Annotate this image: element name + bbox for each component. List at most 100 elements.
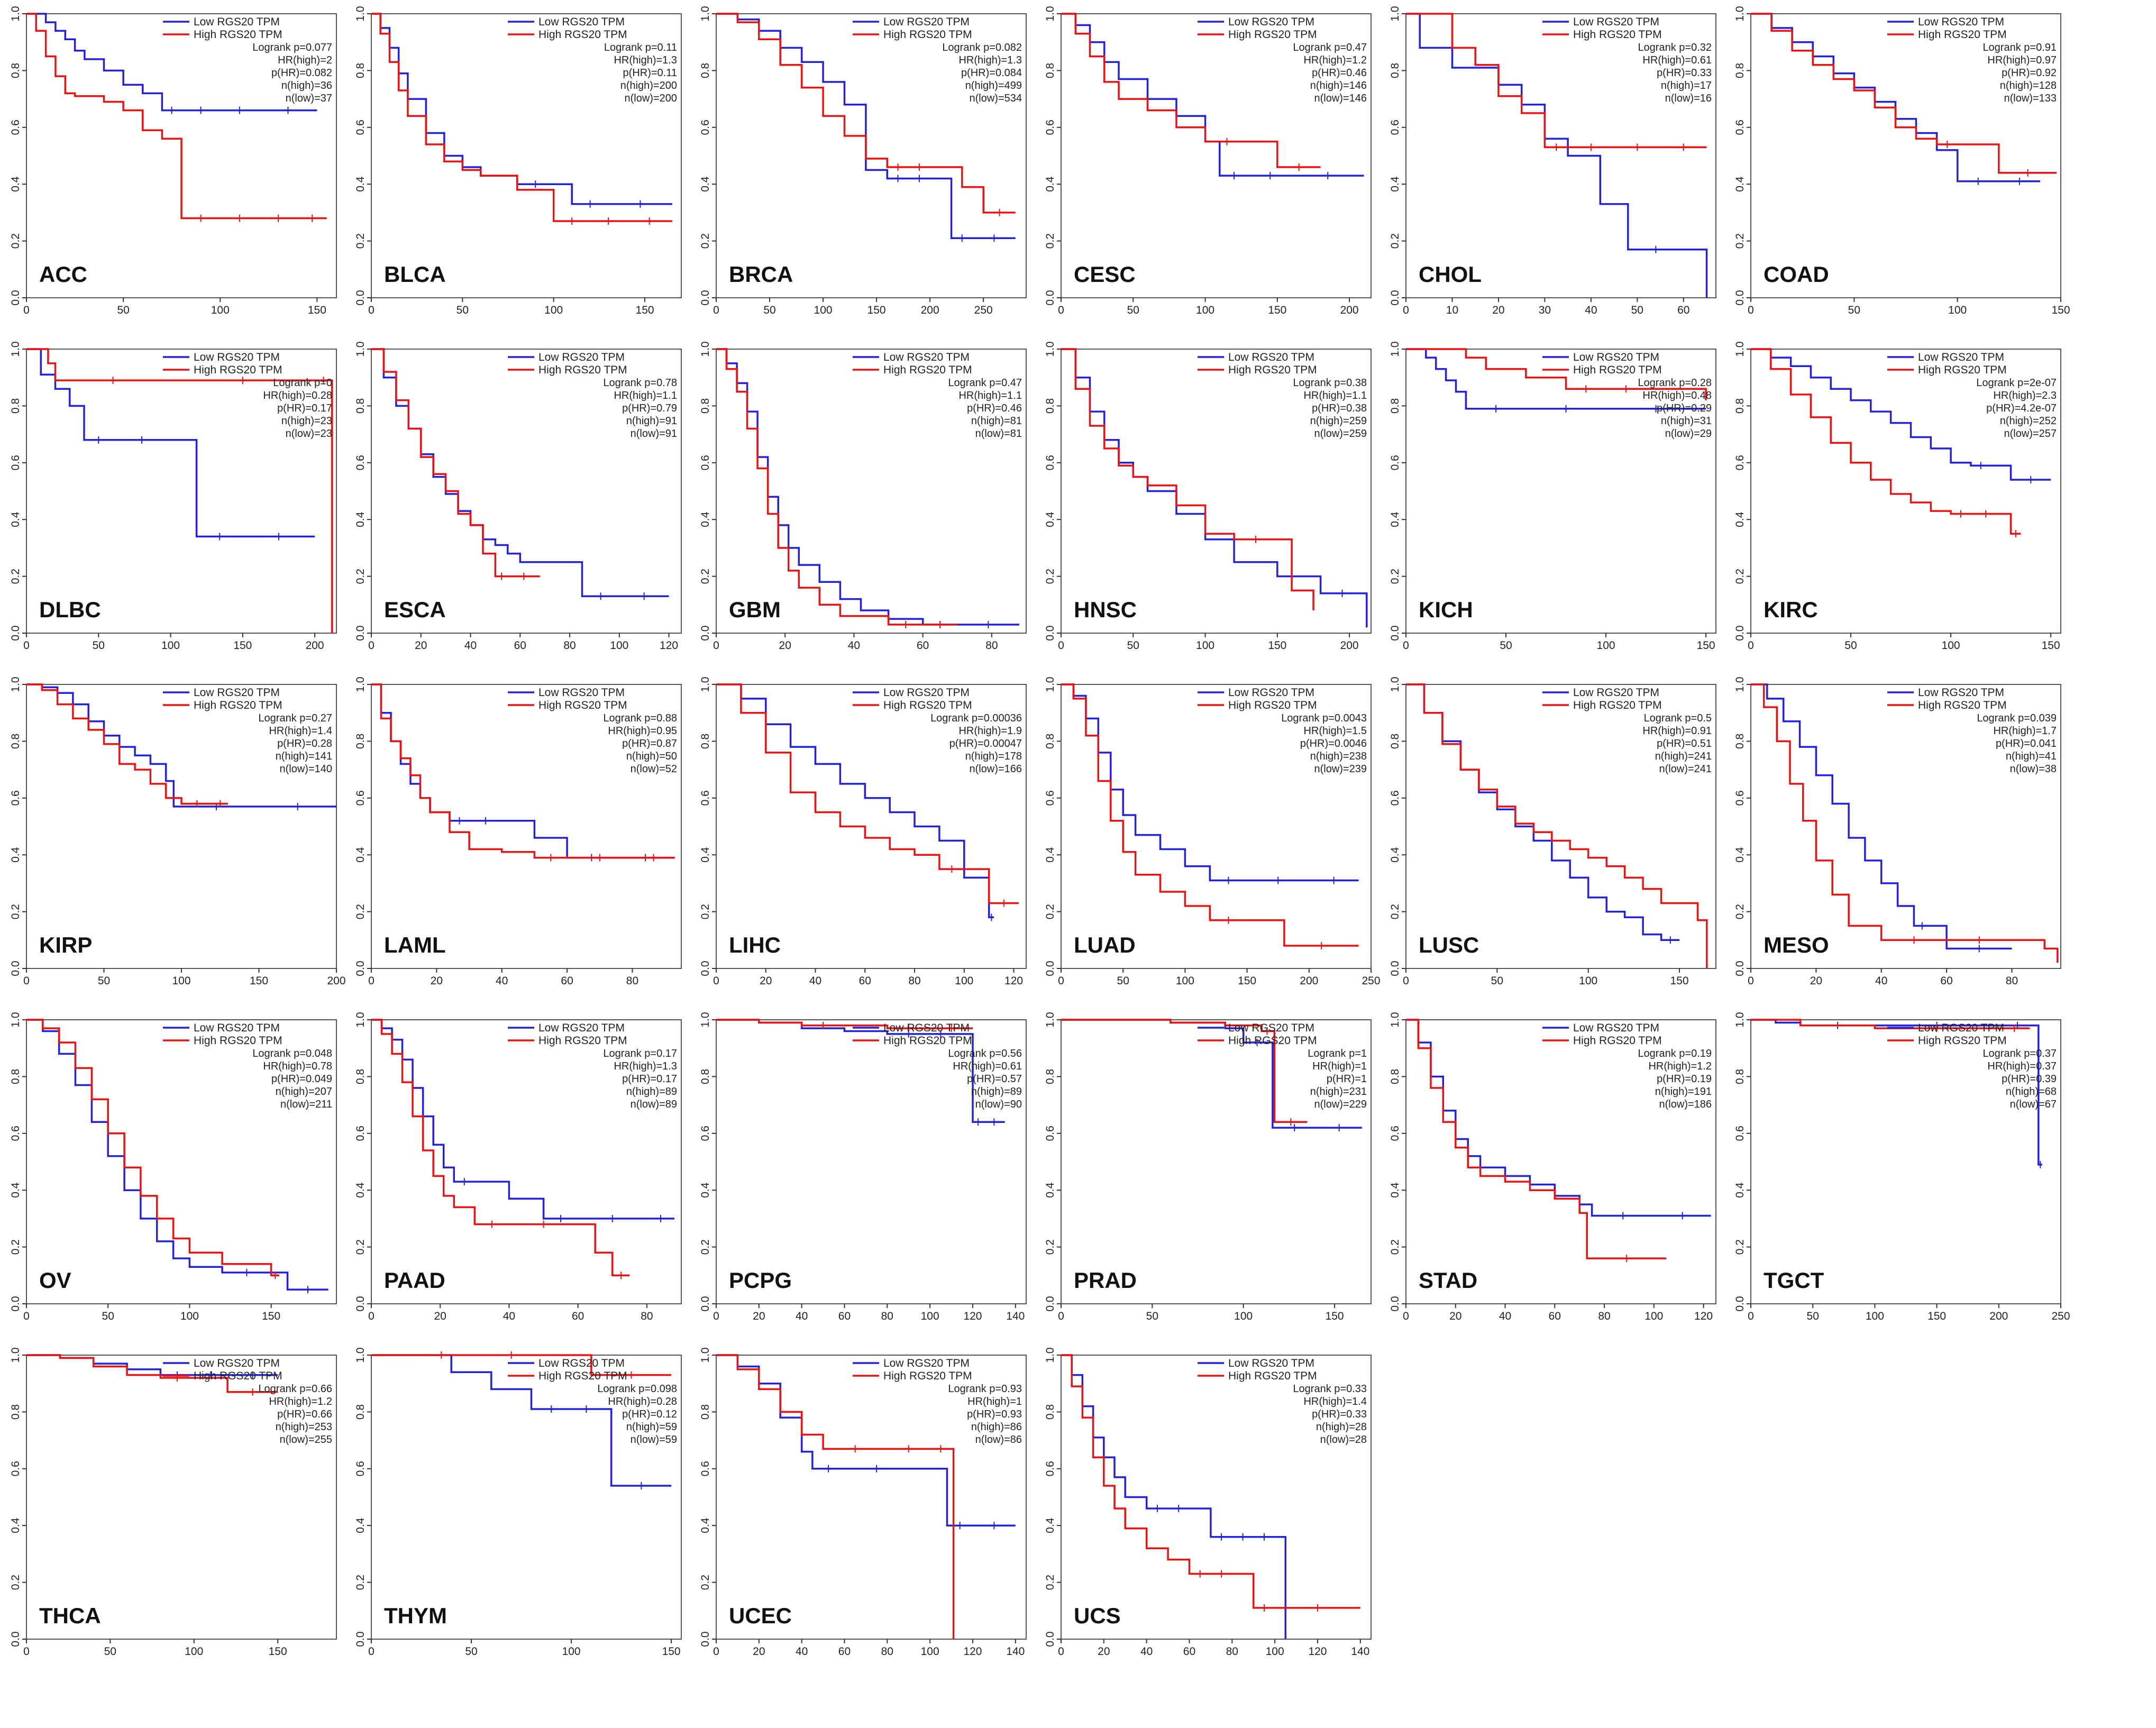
stat-line: n(high)=128	[2000, 80, 2057, 92]
km-panel-gbm: 0.0 0.2 0.4 0.6 0.8 1.0 0 20 40 60 80 Low RGS20 TPM…	[694, 340, 1038, 673]
stat-line: p(HR)=0.082	[271, 67, 332, 79]
plot-frame	[26, 1019, 337, 1304]
x-tick-label: 20	[779, 639, 791, 652]
high-rgs20-curve	[716, 348, 957, 626]
y-tick-label: 0.8	[354, 398, 367, 414]
stat-line: p(HR)=0.28	[277, 738, 332, 749]
x-tick-label: 120	[1004, 975, 1023, 987]
legend-high: High RGS20 TPM	[883, 29, 972, 41]
stat-line: p(HR)=0.38	[1312, 403, 1367, 414]
y-tick-label: 1.0	[354, 1347, 367, 1363]
km-panel-laml: 0.0 0.2 0.4 0.6 0.8 1.0 0 20 40 60 80 Low RGS20 TPM…	[349, 675, 693, 1008]
y-tick-label: 1.0	[699, 676, 711, 692]
stat-line: p(HR)=4.2e-07	[1986, 403, 2057, 414]
stat-line: Logrank p=0.0043	[1281, 712, 1367, 724]
stat-line: p(HR)=1	[1327, 1073, 1367, 1085]
y-tick-label: 1.0	[1044, 1347, 1056, 1363]
plot-frame	[1061, 1019, 1372, 1304]
km-plot-ucs: 0.0 0.2 0.4 0.6 0.8 1.0 0 20 40 60 80 100 120 140 Low …	[1044, 1347, 1372, 1658]
y-tick-label: 1.0	[354, 341, 367, 356]
stat-line: n(high)=59	[626, 1421, 677, 1433]
x-tick-label: 0	[713, 304, 719, 316]
x-tick-label: 100	[1234, 1310, 1253, 1322]
stat-line: n(low)=241	[1659, 763, 1712, 775]
legend-low: Low RGS20 TPM	[194, 351, 280, 363]
cancer-type-label: HNSC	[1074, 597, 1137, 622]
y-tick-label: 0.8	[699, 63, 711, 78]
x-tick-label: 0	[368, 1310, 374, 1322]
legend-high: High RGS20 TPM	[1573, 699, 1662, 711]
y-tick-label: 0.2	[1389, 233, 1401, 249]
legend-low: Low RGS20 TPM	[194, 1357, 280, 1369]
x-tick-label: 100	[610, 639, 628, 652]
x-tick-label: 150	[867, 304, 886, 316]
y-tick-label: 0.2	[10, 1239, 22, 1255]
stat-line: p(HR)=0.79	[622, 403, 677, 414]
stat-line: p(HR)=0.041	[1996, 738, 2057, 749]
x-tick-label: 80	[1226, 1645, 1238, 1658]
legend-low: Low RGS20 TPM	[1228, 16, 1314, 28]
y-tick-label: 0.6	[10, 455, 22, 470]
plot-frame	[716, 1355, 1027, 1640]
y-tick-label: 1.0	[1044, 1012, 1056, 1027]
high-rgs20-curve	[371, 13, 672, 222]
y-tick-label: 0.0	[1389, 625, 1401, 641]
stat-line: Logrank p=0.098	[597, 1383, 677, 1395]
y-tick-label: 0.2	[699, 1239, 711, 1255]
y-tick-label: 0.6	[354, 790, 367, 806]
y-tick-label: 0.6	[1734, 455, 1746, 470]
stat-line: HR(high)=1.9	[958, 725, 1022, 737]
x-tick-label: 20	[753, 1645, 765, 1658]
stat-line: p(HR)=0.049	[271, 1073, 332, 1085]
legend-low: Low RGS20 TPM	[538, 351, 625, 363]
y-tick-label: 0.8	[10, 1404, 22, 1420]
stat-line: HR(high)=0.95	[608, 725, 677, 737]
y-tick-label: 0.4	[1044, 1517, 1056, 1533]
x-tick-label: 120	[1694, 1310, 1713, 1322]
stat-line: n(high)=499	[965, 80, 1022, 92]
stat-line: HR(high)=0.61	[953, 1060, 1022, 1072]
x-tick-label: 50	[465, 1645, 477, 1658]
stat-line: n(high)=68	[2006, 1086, 2057, 1098]
km-panel-ov: 0.0 0.2 0.4 0.6 0.8 1.0 0 50 100 150 Low RGS20 TPM…	[4, 1010, 348, 1343]
stat-line: HR(high)=0.28	[263, 390, 332, 401]
x-tick-label: 60	[1940, 975, 1952, 987]
x-tick-label: 0	[368, 304, 374, 316]
plot-frame	[716, 13, 1027, 298]
cancer-type-label: MESO	[1764, 932, 1829, 957]
plot-frame	[371, 1019, 682, 1304]
stat-line: Logrank p=0.17	[603, 1048, 677, 1059]
x-tick-label: 60	[1183, 1645, 1195, 1658]
stat-line: n(high)=86	[971, 1421, 1022, 1433]
legend-high: High RGS20 TPM	[194, 699, 282, 711]
legend-high: High RGS20 TPM	[1918, 364, 2007, 376]
km-panel-thym: 0.0 0.2 0.4 0.6 0.8 1.0 0 50 100 150 Low RGS20 TPM…	[349, 1346, 693, 1679]
x-tick-label: 50	[102, 1310, 114, 1322]
stat-line: Logrank p=0.33	[1293, 1383, 1367, 1395]
y-tick-label: 1.0	[10, 676, 22, 692]
x-tick-label: 150	[1326, 1310, 1344, 1322]
y-tick-label: 1.0	[10, 1347, 22, 1363]
high-rgs20-curve	[1406, 348, 1707, 400]
x-tick-label: 100	[180, 1310, 199, 1322]
stat-line: n(high)=241	[1655, 751, 1712, 762]
x-tick-label: 40	[809, 975, 821, 987]
x-tick-label: 100	[1866, 1310, 1884, 1322]
stat-line: n(low)=259	[1314, 428, 1367, 440]
x-tick-label: 150	[1697, 639, 1715, 652]
y-tick-label: 0.2	[354, 233, 367, 249]
stat-line: p(HR)=0.39	[2002, 1073, 2057, 1085]
legend-low: Low RGS20 TPM	[538, 1357, 625, 1369]
km-plot-kich: 0.0 0.2 0.4 0.6 0.8 1.0 0 50 100 150 Low RGS20 TPM…	[1389, 341, 1716, 652]
x-tick-label: 100	[544, 304, 563, 316]
x-tick-label: 100	[562, 1645, 581, 1658]
stat-line: n(high)=89	[971, 1086, 1022, 1098]
x-tick-label: 20	[1449, 1310, 1461, 1322]
stat-line: n(low)=16	[1665, 93, 1712, 104]
y-tick-label: 0.2	[354, 904, 367, 919]
high-rgs20-curve	[1061, 1019, 1308, 1123]
y-tick-label: 0.0	[1734, 961, 1746, 976]
y-tick-label: 0.2	[1044, 569, 1056, 584]
plot-frame	[1750, 1019, 2061, 1304]
